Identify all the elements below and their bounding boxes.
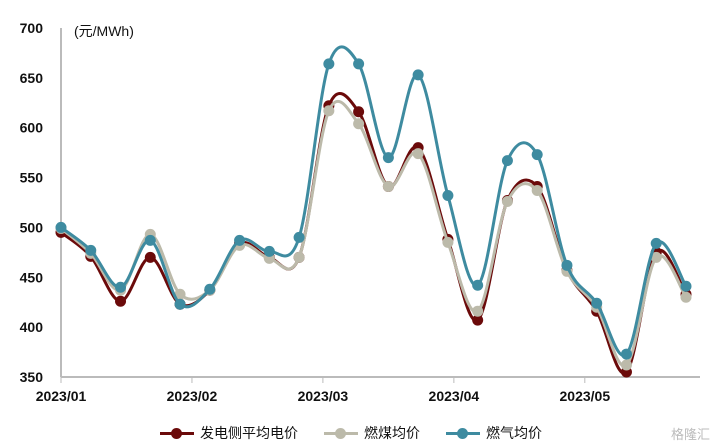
legend-label: 燃煤均价 xyxy=(364,425,420,441)
data-point xyxy=(204,283,216,295)
legend-swatch xyxy=(160,427,194,439)
data-point xyxy=(174,298,186,310)
data-point xyxy=(263,245,275,257)
data-point xyxy=(620,348,632,360)
data-point xyxy=(531,149,543,161)
data-point xyxy=(561,259,573,271)
data-point xyxy=(293,251,305,263)
y-tick-label: 350 xyxy=(20,369,44,385)
data-point xyxy=(144,234,156,246)
data-point xyxy=(144,251,156,263)
data-point xyxy=(501,155,513,167)
y-tick-label: 500 xyxy=(20,219,44,235)
data-point xyxy=(382,152,394,164)
data-point xyxy=(442,236,454,248)
data-point xyxy=(620,359,632,371)
data-point xyxy=(115,295,127,307)
data-point xyxy=(323,58,335,70)
data-point xyxy=(323,105,335,117)
data-point xyxy=(501,196,513,208)
data-point xyxy=(680,291,692,303)
legend-swatch xyxy=(446,427,480,439)
data-point xyxy=(55,221,67,233)
unit-label: (元/MWh) xyxy=(74,23,134,39)
legend-item-2: 燃气均价 xyxy=(446,423,542,443)
legend: 发电侧平均电价 燃煤均价 燃气均价 xyxy=(160,423,542,443)
data-point xyxy=(650,237,662,249)
legend-label: 燃气均价 xyxy=(486,425,542,441)
data-point xyxy=(472,305,484,317)
x-tick-label: 2023/01 xyxy=(36,388,87,404)
legend-swatch xyxy=(324,427,358,439)
data-point xyxy=(115,281,127,293)
data-point xyxy=(472,279,484,291)
x-tick-label: 2023/05 xyxy=(560,388,611,404)
data-point xyxy=(382,181,394,193)
data-point xyxy=(650,251,662,263)
legend-item-0: 发电侧平均电价 xyxy=(160,423,298,443)
x-tick-label: 2023/04 xyxy=(429,388,480,404)
x-tick-label: 2023/02 xyxy=(167,388,218,404)
x-tick-label: 2023/03 xyxy=(298,388,349,404)
legend-label: 发电侧平均电价 xyxy=(200,425,298,441)
data-point xyxy=(591,297,603,309)
data-point xyxy=(353,58,365,70)
watermark: 格隆汇 xyxy=(670,427,710,442)
data-point xyxy=(531,185,543,197)
y-tick-label: 450 xyxy=(20,269,44,285)
data-point xyxy=(442,190,454,202)
data-point xyxy=(412,148,424,160)
data-point xyxy=(293,231,305,243)
y-tick-label: 700 xyxy=(20,20,44,36)
data-point xyxy=(174,288,186,300)
y-tick-label: 600 xyxy=(20,120,44,136)
data-point xyxy=(85,244,97,256)
data-point xyxy=(412,69,424,81)
y-tick-label: 550 xyxy=(20,170,44,186)
data-point xyxy=(353,118,365,130)
data-point xyxy=(472,314,484,326)
data-point xyxy=(353,106,365,118)
y-tick-label: 650 xyxy=(20,70,44,86)
data-point xyxy=(234,234,246,246)
data-point xyxy=(680,280,692,292)
legend-item-1: 燃煤均价 xyxy=(324,423,420,443)
y-tick-label: 400 xyxy=(20,319,44,335)
